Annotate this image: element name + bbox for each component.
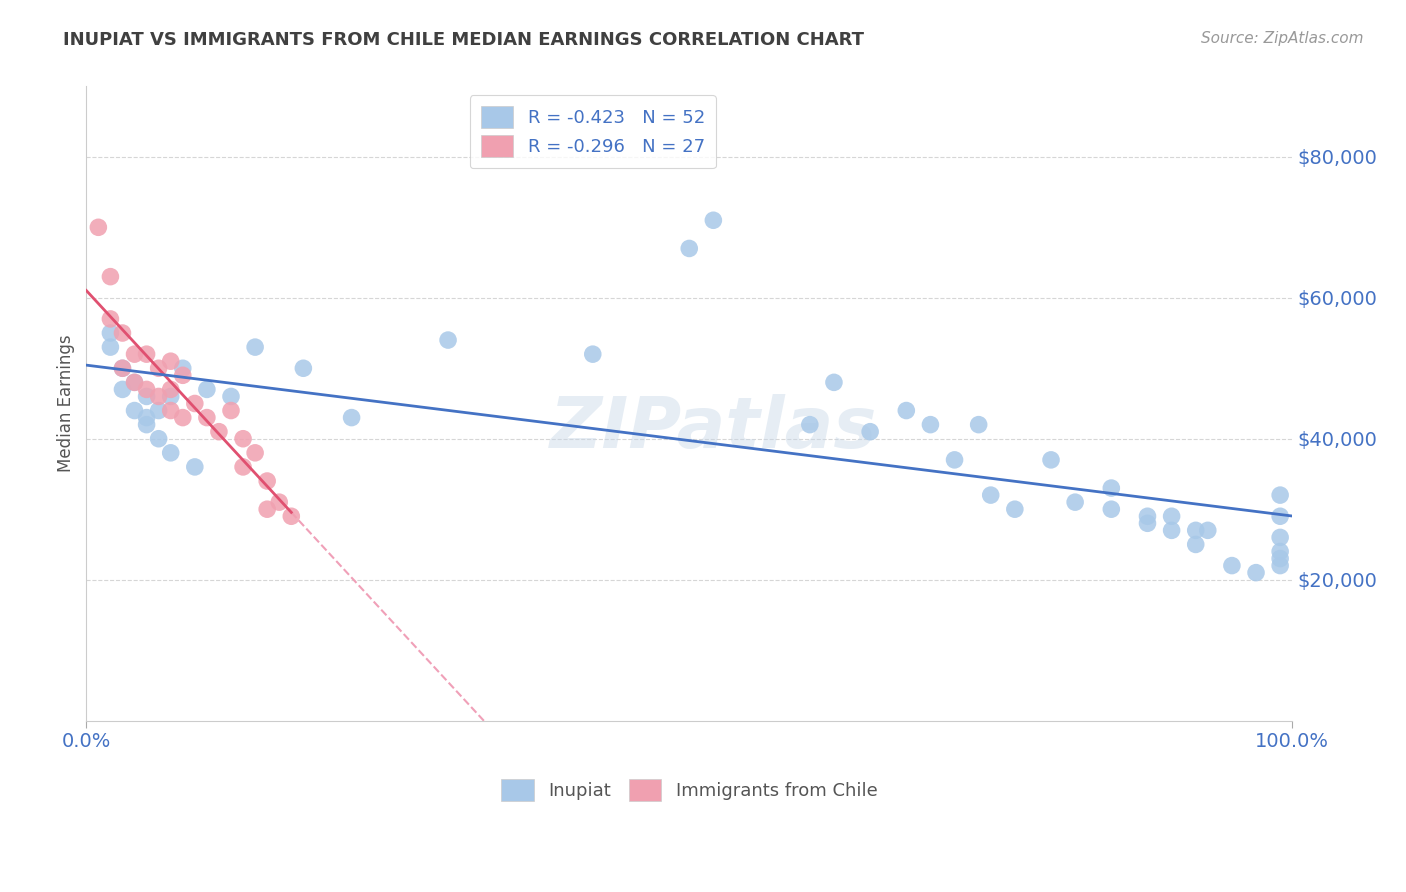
Point: [135, 389, 157, 403]
Point: [100, 312, 122, 326]
Point: [292, 361, 315, 376]
Point: [1184, 524, 1206, 538]
Point: [1184, 537, 1206, 551]
Point: [172, 361, 194, 376]
Point: [1268, 544, 1291, 558]
Point: [159, 354, 181, 368]
Point: [232, 432, 254, 446]
Point: [1268, 530, 1291, 544]
Point: [172, 410, 194, 425]
Point: [148, 361, 170, 376]
Point: [159, 403, 181, 417]
Point: [219, 389, 242, 403]
Point: [799, 417, 821, 432]
Point: [582, 347, 605, 361]
Point: [943, 453, 966, 467]
Point: [1268, 551, 1291, 566]
Point: [1004, 502, 1026, 516]
Point: [256, 474, 278, 488]
Text: ZIPatlas: ZIPatlas: [550, 394, 877, 463]
Point: [135, 417, 157, 432]
Point: [243, 446, 266, 460]
Point: [172, 368, 194, 383]
Point: [1268, 509, 1291, 524]
Point: [1136, 509, 1159, 524]
Point: [100, 269, 122, 284]
Point: [1160, 509, 1182, 524]
Point: [111, 383, 134, 397]
Point: [124, 347, 146, 361]
Point: [340, 410, 363, 425]
Point: [124, 376, 146, 390]
Text: Source: ZipAtlas.com: Source: ZipAtlas.com: [1201, 31, 1364, 46]
Point: [124, 376, 146, 390]
Point: [1099, 481, 1122, 495]
Point: [208, 425, 231, 439]
Point: [920, 417, 942, 432]
Point: [1136, 516, 1159, 531]
Point: [135, 410, 157, 425]
Point: [859, 425, 882, 439]
Point: [195, 410, 218, 425]
Point: [437, 333, 460, 347]
Point: [256, 502, 278, 516]
Point: [269, 495, 291, 509]
Point: [159, 389, 181, 403]
Point: [184, 396, 207, 410]
Point: [135, 347, 157, 361]
Point: [678, 242, 700, 256]
Point: [232, 459, 254, 474]
Point: [243, 340, 266, 354]
Point: [1268, 488, 1291, 502]
Y-axis label: Median Earnings: Median Earnings: [58, 334, 75, 472]
Point: [702, 213, 724, 227]
Point: [195, 383, 218, 397]
Point: [159, 446, 181, 460]
Point: [980, 488, 1002, 502]
Legend: Inupiat, Immigrants from Chile: Inupiat, Immigrants from Chile: [491, 768, 889, 812]
Point: [148, 389, 170, 403]
Point: [1099, 502, 1122, 516]
Point: [100, 340, 122, 354]
Point: [967, 417, 990, 432]
Point: [1197, 524, 1219, 538]
Point: [219, 403, 242, 417]
Point: [1064, 495, 1087, 509]
Point: [111, 361, 134, 376]
Point: [184, 459, 207, 474]
Point: [87, 220, 110, 235]
Text: INUPIAT VS IMMIGRANTS FROM CHILE MEDIAN EARNINGS CORRELATION CHART: INUPIAT VS IMMIGRANTS FROM CHILE MEDIAN …: [63, 31, 865, 49]
Point: [111, 326, 134, 340]
Point: [823, 376, 845, 390]
Point: [896, 403, 918, 417]
Point: [111, 361, 134, 376]
Point: [1244, 566, 1267, 580]
Point: [280, 509, 302, 524]
Point: [100, 326, 122, 340]
Point: [1220, 558, 1243, 573]
Point: [1160, 524, 1182, 538]
Point: [1040, 453, 1063, 467]
Point: [148, 403, 170, 417]
Point: [1268, 558, 1291, 573]
Point: [124, 403, 146, 417]
Point: [135, 383, 157, 397]
Point: [148, 432, 170, 446]
Point: [159, 383, 181, 397]
